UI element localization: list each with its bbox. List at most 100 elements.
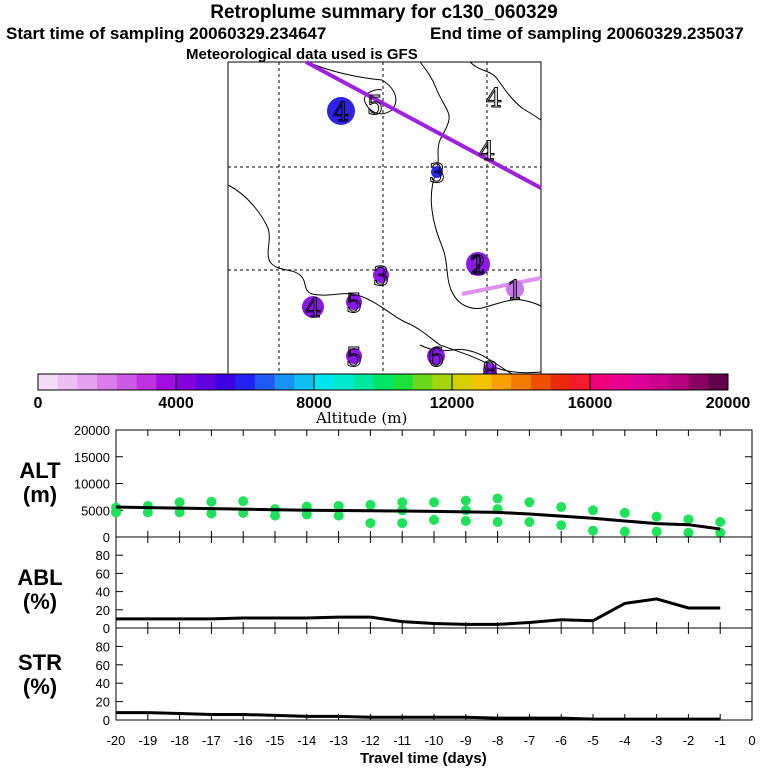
colorbar-segment (254, 374, 276, 390)
altitude-point (556, 502, 567, 513)
colorbar-segment (649, 374, 670, 390)
colorbar-segment (412, 374, 433, 390)
x-tick-label: -8 (492, 733, 504, 748)
y-tick-label: 20000 (74, 423, 110, 438)
altitude-point (111, 507, 121, 518)
altitude-point (174, 507, 185, 518)
colorbar-tick-label: 0 (34, 395, 43, 412)
altitude-point (270, 510, 280, 521)
end-time: End time of sampling 20060329.235037 (430, 24, 744, 43)
colorbar-segment (629, 374, 650, 390)
colorbar-segment (314, 374, 335, 390)
altitude-point (429, 497, 439, 508)
altitude-point (715, 527, 726, 538)
colorbar-segment (38, 374, 59, 390)
str-ylabel: STR (%) (0, 651, 80, 699)
y-tick-label: 40 (96, 676, 110, 691)
colorbar-segment (688, 374, 709, 390)
altitude-point (206, 508, 217, 519)
str-label: STR (18, 650, 62, 675)
colorbar-segment (708, 374, 729, 390)
colorbar-segment (550, 374, 571, 390)
x-tick-label: -19 (138, 733, 157, 748)
colorbar-tick-label: 12000 (430, 395, 475, 412)
y-tick-label: 0 (103, 713, 110, 728)
day-number-label: 2 (470, 251, 487, 281)
plume-marker (327, 97, 355, 125)
x-tick-label: -5 (587, 733, 599, 748)
altitude-point (619, 507, 630, 518)
day-number-label: 1 (507, 276, 524, 306)
y-tick-label: 10000 (74, 477, 110, 492)
start-time: Start time of sampling 20060329.234647 (6, 24, 327, 43)
x-tick-label: -3 (651, 733, 663, 748)
colorbar-segment (452, 374, 473, 390)
panel-frame (115, 627, 753, 721)
str-unit: (%) (22, 674, 58, 699)
altitude-point (683, 514, 694, 525)
colorbar-segment (590, 374, 611, 390)
y-tick-label: 80 (96, 548, 110, 563)
day-number-label: 1 (470, 251, 487, 281)
plume-marker (466, 252, 490, 276)
abl-ylabel: ABL (%) (0, 566, 80, 614)
x-tick-label: -2 (683, 733, 695, 748)
plume-marker (302, 296, 324, 318)
abl-line (116, 597, 721, 626)
colorbar-segment (57, 374, 78, 390)
y-tick-label: 40 (96, 585, 110, 600)
x-tick-label: -20 (107, 733, 126, 748)
x-tick-label: -1 (714, 733, 726, 748)
colorbar-segment (97, 374, 118, 390)
colorbar-segment (432, 374, 453, 390)
altitude-point (174, 497, 185, 508)
panel-frame (115, 536, 753, 629)
colorbar-tick-label: 20000 (706, 395, 751, 412)
y-tick-label: 80 (96, 639, 110, 654)
alt-unit: (m) (22, 482, 58, 507)
altitude-point (206, 496, 217, 507)
colorbar-segment (392, 374, 414, 390)
day-number-label: 5 (346, 343, 363, 373)
colorbar-segment (215, 374, 236, 390)
altitude-point (333, 510, 344, 521)
altitude-point (460, 515, 471, 526)
alt-ylabel: ALT (m) (0, 459, 80, 507)
x-tick-label: -16 (234, 733, 253, 748)
colorbar-label: Altitude (m) (316, 409, 408, 427)
altitude-point (365, 499, 376, 510)
mean-altitude-line (115, 505, 721, 531)
alt-label: ALT (19, 458, 61, 483)
day-number-label: 4 (486, 84, 503, 114)
x-axis-label: Travel time (days) (360, 750, 487, 767)
y-tick-label: 60 (96, 566, 110, 581)
day-number-label: 6 (428, 343, 445, 373)
x-tick-label: -13 (329, 733, 348, 748)
trajectory-track (305, 60, 542, 190)
x-tick-label: -9 (460, 733, 472, 748)
y-tick-label: 0 (103, 621, 110, 636)
x-tick-label: -10 (425, 733, 444, 748)
colorbar-segment (668, 374, 690, 390)
altitude-point (619, 526, 630, 537)
day-number-label: 3 (373, 262, 390, 292)
trajectory-track (461, 276, 542, 296)
day-number-label: 4 (479, 137, 496, 167)
x-tick-label: -11 (393, 733, 411, 748)
colorbar-segment (570, 374, 591, 390)
x-tick-label: -18 (170, 733, 189, 748)
altitude-point (524, 517, 535, 528)
colorbar-segment (373, 374, 394, 390)
altitude-point (460, 505, 471, 516)
colorbar-segment (77, 374, 98, 390)
colorbar-segment (471, 374, 492, 390)
colorbar-segment (530, 374, 552, 390)
y-tick-label: 5000 (81, 503, 110, 518)
plume-marker (373, 267, 389, 283)
altitude-point (301, 509, 312, 520)
altitude-point (397, 518, 408, 529)
y-tick-label: 60 (96, 658, 110, 673)
x-tick-label: -4 (619, 733, 631, 748)
day-number-label: 4 (305, 294, 322, 324)
